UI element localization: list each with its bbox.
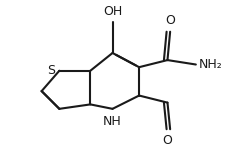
Text: S: S [47, 64, 55, 77]
Text: NH: NH [103, 115, 122, 128]
Text: NH₂: NH₂ [198, 58, 222, 71]
Text: OH: OH [103, 5, 122, 17]
Text: O: O [165, 14, 175, 27]
Text: O: O [163, 134, 173, 147]
